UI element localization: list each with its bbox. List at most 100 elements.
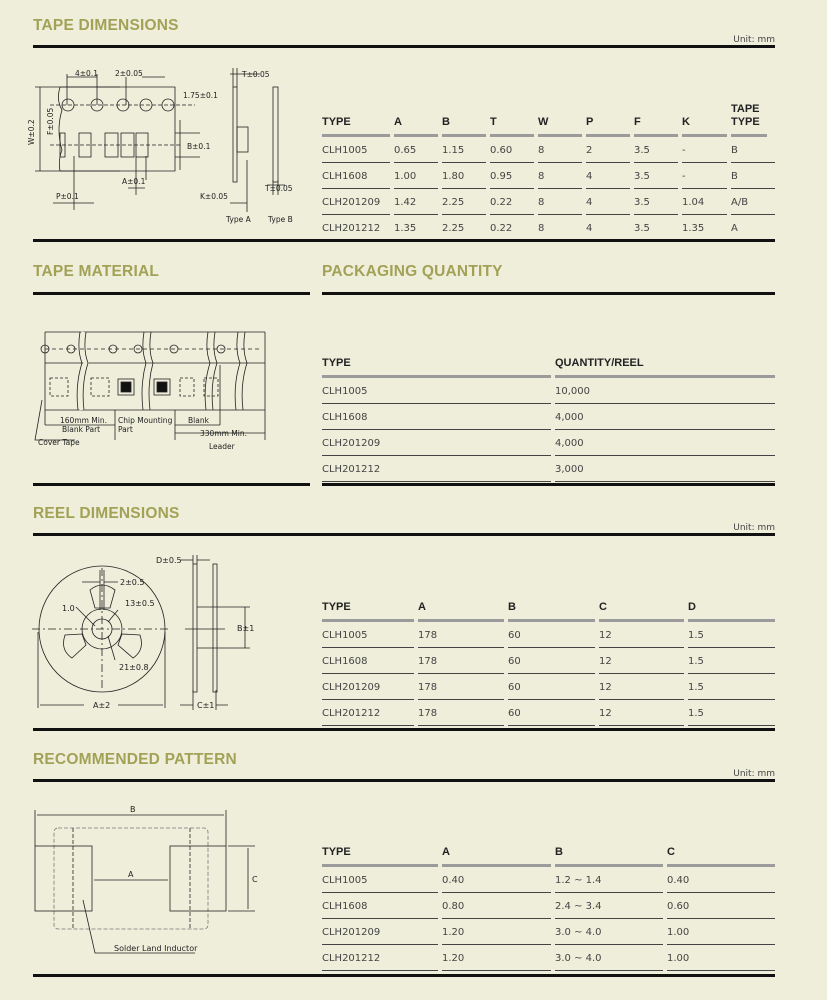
column-header: K: [682, 103, 727, 137]
reel-dimensions-title: REEL DIMENSIONS: [33, 505, 180, 522]
column-header: A: [394, 103, 438, 137]
table-cell: 2.4 ~ 3.4: [555, 893, 663, 919]
row-type-cell: CLH1608: [322, 648, 414, 674]
solder-land-label: Solder Land Inductor: [114, 944, 198, 953]
diagram-label: 330mm Min.: [200, 429, 247, 438]
dim-label: P±0.1: [56, 192, 79, 201]
row-type-cell: CLH1005: [322, 137, 390, 163]
table-cell: 3.5: [634, 215, 678, 241]
dim-label: A±0.1: [122, 177, 146, 186]
row-type-cell: CLH201212: [322, 456, 551, 482]
table-cell: 4: [586, 163, 630, 189]
table-cell: 0.40: [442, 867, 551, 893]
diagram-label: Blank: [188, 416, 210, 425]
dim-label: 2±0.5: [120, 578, 145, 587]
tape-dimensions-diagram: 4±0.1 2±0.05 1.75±0.1 W±0.2 F±0.05 B±0.1…: [27, 68, 293, 224]
table-cell: 0.80: [442, 893, 551, 919]
table-cell: 1.00: [394, 163, 438, 189]
row-type-cell: CLH1005: [322, 622, 414, 648]
table-cell: 3.5: [634, 137, 678, 163]
dim-label: T±0.05: [241, 70, 270, 79]
table-cell: -: [682, 137, 727, 163]
table-cell: 1.04: [682, 189, 727, 215]
column-header: A: [418, 601, 504, 622]
diagram-label: Part: [118, 425, 133, 434]
column-header: B: [442, 103, 486, 137]
row-type-cell: CLH201212: [322, 945, 438, 971]
dim-label: K±0.05: [200, 192, 228, 201]
table-cell: 3.5: [634, 189, 678, 215]
dim-label: 4±0.1: [75, 69, 98, 78]
divider: [322, 292, 775, 295]
table-cell: 2.25: [442, 189, 486, 215]
table-cell: A/B: [731, 189, 775, 215]
table-cell: 3.0 ~ 4.0: [555, 945, 663, 971]
column-header: TYPE: [322, 601, 414, 622]
table-cell: 0.40: [667, 867, 775, 893]
packaging-quantity-title: PACKAGING QUANTITY: [322, 263, 503, 280]
divider: [33, 728, 775, 731]
table-cell: 178: [418, 674, 504, 700]
table-cell: 1.42: [394, 189, 438, 215]
dim-label: W±0.2: [27, 119, 36, 145]
row-type-cell: CLH201212: [322, 215, 390, 241]
row-type-cell: CLH1608: [322, 404, 551, 430]
table-cell: B: [731, 163, 775, 189]
divider: [33, 239, 775, 242]
table-cell: 4: [586, 189, 630, 215]
table-cell: 0.22: [490, 189, 534, 215]
diagram-label: Chip Mounting: [118, 416, 173, 425]
table-cell: 3.0 ~ 4.0: [555, 919, 663, 945]
column-header: B: [555, 846, 663, 867]
column-header: TYPE: [322, 103, 390, 137]
table-cell: 8: [538, 163, 582, 189]
recommended-pattern-title: RECOMMENDED PATTERN: [33, 751, 237, 768]
table-cell: 1.80: [442, 163, 486, 189]
dim-label: 1.0: [62, 604, 75, 613]
table-cell: 1.35: [394, 215, 438, 241]
table-cell: 10,000: [555, 378, 775, 404]
column-header: TYPE: [322, 846, 438, 867]
dim-label: A: [128, 870, 134, 879]
divider: [33, 45, 775, 48]
table-cell: 1.2 ~ 1.4: [555, 867, 663, 893]
divider: [33, 779, 775, 782]
row-type-cell: CLH201212: [322, 700, 414, 726]
table-cell: 60: [508, 674, 595, 700]
divider: [33, 533, 775, 536]
recommended-pattern-table: TYPE A B C CLH1005 0.40 1.2 ~ 1.4 0.40 CLH1608 0.…: [322, 846, 775, 971]
row-type-cell: CLH1005: [322, 867, 438, 893]
diagram-label: Cover Tape: [38, 438, 80, 447]
reel-dimensions-table: TYPE A B C D CLH1005 178 60 12 1.5 CLH1608 178 60 12 1…: [322, 601, 775, 726]
table-cell: 1.00: [667, 945, 775, 971]
dim-label: C±1: [197, 701, 214, 710]
row-type-cell: CLH201209: [322, 674, 414, 700]
table-cell: B: [731, 137, 775, 163]
table-cell: 3.5: [634, 163, 678, 189]
dim-label: D±0.5: [156, 556, 182, 565]
table-cell: 0.60: [667, 893, 775, 919]
table-cell: 178: [418, 700, 504, 726]
tape-material-title: TAPE MATERIAL: [33, 263, 160, 280]
dim-label: 13±0.5: [125, 599, 155, 608]
divider: [322, 483, 775, 486]
table-cell: 4,000: [555, 404, 775, 430]
table-cell: -: [682, 163, 727, 189]
dim-label: 2±0.05: [115, 69, 143, 78]
column-header: P: [586, 103, 630, 137]
dim-label: C: [252, 875, 258, 884]
table-cell: 178: [418, 648, 504, 674]
dim-label: B±1: [237, 624, 254, 633]
table-cell: 60: [508, 700, 595, 726]
table-cell: 4: [586, 215, 630, 241]
dim-label: B: [130, 805, 136, 814]
table-cell: 8: [538, 189, 582, 215]
table-cell: 8: [538, 215, 582, 241]
table-cell: 3,000: [555, 456, 775, 482]
reel-unit: Unit: mm: [733, 523, 775, 533]
tape-dimensions-title: TAPE DIMENSIONS: [33, 17, 179, 34]
row-type-cell: CLH1608: [322, 893, 438, 919]
dim-label: F±0.05: [46, 107, 55, 135]
dim-label: A±2: [93, 701, 110, 710]
table-cell: 1.20: [442, 945, 551, 971]
